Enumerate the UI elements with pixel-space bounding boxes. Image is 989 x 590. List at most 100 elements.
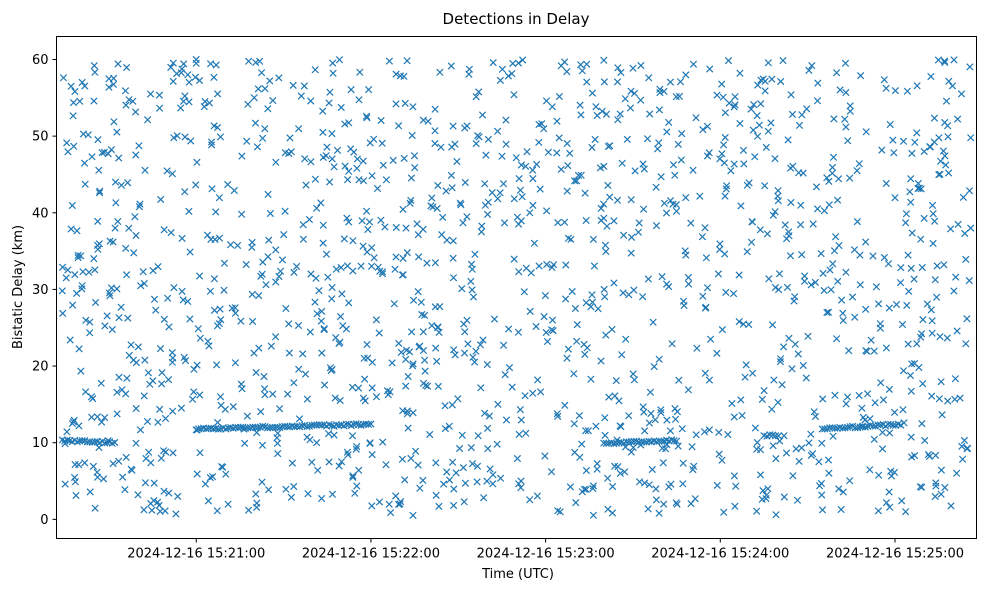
detection-marker <box>242 260 250 269</box>
detection-marker <box>290 379 298 387</box>
detection-marker <box>164 294 172 302</box>
detection-marker <box>615 397 623 405</box>
detection-marker <box>336 396 344 405</box>
detection-marker <box>399 254 407 263</box>
detection-marker <box>168 407 177 415</box>
detection-marker <box>928 317 936 325</box>
detection-marker <box>958 442 966 451</box>
detection-marker <box>944 133 952 141</box>
x-tick-label: 2024-12-16 15:21:00 <box>127 547 265 562</box>
detection-marker <box>526 307 534 316</box>
detection-marker <box>832 335 841 343</box>
detection-marker <box>379 161 387 169</box>
detection-marker <box>407 454 415 463</box>
y-tick-label: 60 <box>32 53 49 68</box>
detection-marker <box>408 362 417 370</box>
detection-marker <box>140 506 148 514</box>
detection-marker <box>299 221 307 229</box>
detection-marker <box>692 114 700 122</box>
detection-marker <box>157 195 165 204</box>
detection-marker <box>113 388 121 396</box>
detection-marker <box>619 231 628 239</box>
detection-marker <box>168 348 176 357</box>
detection-marker <box>736 119 744 128</box>
detection-marker <box>96 187 104 195</box>
detection-marker <box>764 127 772 135</box>
detection-marker <box>152 306 160 314</box>
detection-marker <box>622 335 630 343</box>
detection-marker <box>337 263 345 272</box>
detection-marker <box>890 408 899 417</box>
detection-marker <box>562 261 570 269</box>
detection-marker <box>449 274 458 282</box>
detection-marker <box>469 353 477 361</box>
detection-marker <box>543 260 551 269</box>
detection-marker <box>520 288 528 296</box>
detection-marker <box>139 268 147 276</box>
detection-marker <box>533 376 542 384</box>
detection-marker <box>795 121 804 130</box>
detection-marker <box>121 87 130 95</box>
detection-marker <box>281 207 289 215</box>
detection-marker <box>791 340 799 348</box>
detection-marker <box>589 482 598 490</box>
detection-marker <box>77 252 85 260</box>
detection-marker <box>320 325 328 334</box>
detection-marker <box>672 437 681 445</box>
detection-marker <box>566 149 574 158</box>
detection-marker <box>150 496 158 505</box>
detection-marker <box>345 119 353 127</box>
detection-marker <box>921 436 929 445</box>
detection-marker <box>758 495 766 503</box>
detection-marker <box>763 230 772 238</box>
detection-marker <box>97 379 105 387</box>
detection-marker <box>445 476 454 484</box>
detection-marker <box>213 418 222 427</box>
detection-marker <box>174 492 182 501</box>
detection-marker <box>644 505 652 513</box>
detection-marker <box>761 182 769 190</box>
detection-marker <box>543 337 552 346</box>
x-tick-label: 2024-12-16 15:23:00 <box>477 547 615 562</box>
detection-marker <box>93 413 102 421</box>
detection-marker <box>593 459 601 468</box>
detection-marker <box>226 241 235 249</box>
detection-marker <box>185 78 193 86</box>
detection-marker <box>554 507 562 515</box>
detection-marker <box>874 300 883 308</box>
detection-marker <box>727 167 735 175</box>
detection-marker <box>302 181 310 189</box>
detection-marker <box>823 308 831 317</box>
detection-marker <box>443 468 451 476</box>
detection-marker <box>185 207 193 216</box>
detection-marker <box>490 315 499 323</box>
detection-marker <box>360 375 369 383</box>
detection-marker <box>85 268 93 276</box>
detection-marker <box>605 393 613 401</box>
detection-marker <box>332 265 340 273</box>
detection-marker <box>650 362 658 371</box>
detection-marker <box>674 442 682 450</box>
detection-marker <box>880 253 889 262</box>
detection-marker <box>276 267 285 275</box>
detection-marker <box>115 313 123 322</box>
detection-marker <box>101 322 109 330</box>
detection-marker <box>489 480 497 488</box>
detection-marker <box>441 402 449 410</box>
detection-marker <box>109 74 118 83</box>
detection-marker <box>207 138 216 146</box>
detection-marker <box>95 189 104 197</box>
detection-marker <box>589 511 598 519</box>
detection-marker <box>913 129 921 137</box>
detection-marker <box>419 346 428 355</box>
detection-marker <box>149 266 157 275</box>
detection-marker <box>367 262 376 270</box>
detection-marker <box>553 410 561 418</box>
detection-marker <box>123 179 132 187</box>
detection-marker <box>648 465 656 474</box>
detection-marker <box>792 445 800 453</box>
detection-marker <box>208 473 217 481</box>
detection-marker <box>395 339 403 348</box>
detection-marker <box>563 67 571 76</box>
detection-marker <box>458 284 466 293</box>
